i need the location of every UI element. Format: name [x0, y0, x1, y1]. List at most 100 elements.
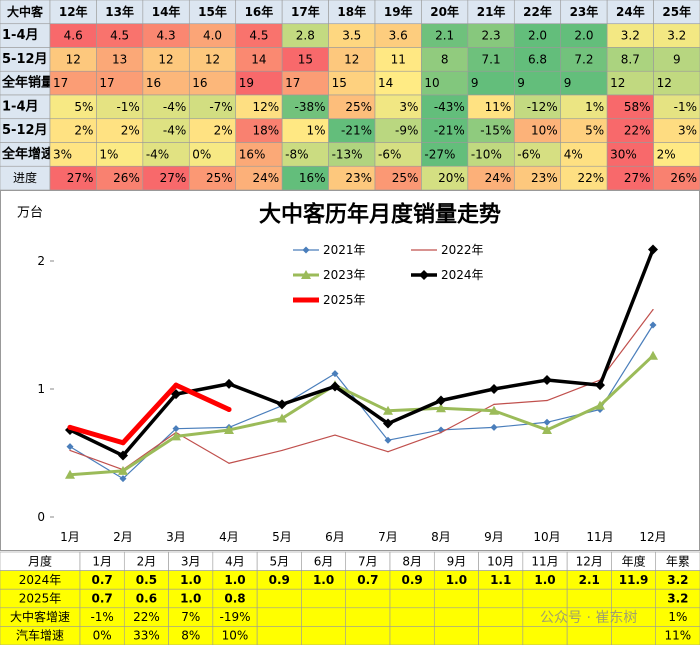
cell-text: 1.1 — [490, 573, 511, 587]
cell-text: 14 — [378, 76, 393, 90]
cell — [345, 588, 391, 609]
cell-text: 8.7 — [621, 52, 640, 66]
vertex — [493, 403, 495, 405]
y-axis-label: 万台 — [17, 206, 43, 221]
header-text: 22年 — [523, 4, 552, 19]
header-text: 9月 — [447, 554, 467, 568]
cell-text: 25% — [392, 171, 419, 185]
cell-text: 2.8 — [296, 29, 315, 43]
row-label: 进度 — [13, 170, 37, 185]
cell-text: 11.9 — [619, 573, 649, 587]
cell-text: 22% — [133, 610, 160, 624]
marker — [330, 381, 340, 392]
marker — [489, 384, 499, 394]
row-label: 5-12月 — [2, 52, 48, 67]
y-tick-label: 1 — [37, 382, 45, 396]
marker — [489, 405, 499, 415]
header-text: 5月 — [269, 554, 289, 568]
cell-text: -21% — [341, 124, 372, 138]
cell-text: 30% — [610, 147, 637, 161]
header-text: 25年 — [662, 4, 691, 19]
vertex — [281, 449, 283, 452]
x-tick-label: 1月 — [60, 530, 80, 544]
marker — [490, 423, 498, 431]
vertex — [173, 382, 179, 388]
x-tick-label: 7月 — [378, 530, 398, 544]
row-label: 1-4月 — [2, 28, 39, 43]
vertex — [228, 462, 230, 464]
cell-text: 16 — [192, 76, 207, 90]
cell — [655, 626, 700, 645]
cell-text: 24% — [252, 171, 279, 185]
cell — [301, 607, 347, 627]
cell-text: 14 — [251, 52, 266, 66]
cell-text: 12 — [610, 76, 625, 90]
cell-text: -6% — [378, 147, 401, 161]
cell-text: -9% — [395, 124, 418, 138]
cell-text: 0.5 — [136, 573, 157, 587]
cell-text: 27% — [624, 171, 651, 185]
cell — [478, 607, 524, 627]
cell — [256, 626, 302, 645]
cell-text: 3.2 — [667, 29, 686, 43]
cell-text: 26% — [113, 171, 140, 185]
header-text: 17年 — [291, 4, 320, 19]
header-text: 月度 — [28, 553, 52, 568]
cell-text: 4.0 — [203, 29, 222, 43]
cell-text: 9 — [673, 52, 681, 66]
header-text: 4月 — [225, 554, 245, 568]
vertex — [67, 424, 73, 430]
cell-text: -4% — [163, 124, 186, 138]
cell-text: 0.8 — [224, 592, 245, 606]
cell — [433, 626, 479, 645]
cell-text: 0.9 — [269, 573, 290, 587]
marker — [595, 380, 605, 391]
cell-text: 12% — [252, 100, 279, 114]
cell-text: 3% — [399, 100, 418, 114]
cell-text: 11 — [391, 52, 406, 66]
cell-text: 2% — [657, 147, 676, 161]
cell — [389, 588, 435, 609]
cell-text: -1% — [674, 100, 697, 114]
marker — [648, 350, 658, 360]
header-text: 13年 — [105, 4, 134, 19]
cell — [433, 607, 479, 627]
cell-text: 10 — [424, 76, 439, 90]
vertex — [440, 431, 442, 434]
cell-text: 9 — [517, 76, 525, 90]
cell — [611, 626, 657, 645]
vertex — [120, 440, 126, 446]
cell — [478, 588, 524, 609]
marker — [436, 395, 446, 406]
marker — [118, 450, 128, 461]
cell-text: 22% — [624, 124, 651, 138]
series-line — [68, 354, 655, 477]
cell-text: 15 — [332, 76, 347, 90]
cell-text: 1% — [99, 147, 118, 161]
cell-text: 1% — [307, 124, 326, 138]
cell-text: 2% — [214, 124, 233, 138]
header-text: 6月 — [314, 554, 334, 568]
cell-text: 0.9 — [402, 573, 423, 587]
cell — [256, 607, 302, 627]
cell-text: 6.8 — [528, 52, 547, 66]
cell-text: 17 — [285, 76, 300, 90]
cell — [522, 626, 568, 645]
cell-text: 9 — [471, 76, 479, 90]
row-label: 全年增速 — [1, 146, 54, 162]
cell-text: 12 — [344, 52, 359, 66]
series-line — [67, 382, 232, 446]
cell-text: 8 — [441, 52, 449, 66]
header-text: 24年 — [616, 4, 645, 19]
cell-text: 4.5 — [110, 29, 129, 43]
cell-text: 16% — [299, 171, 326, 185]
cell-text: 27% — [160, 171, 187, 185]
series-line — [69, 309, 654, 471]
vertex — [226, 406, 232, 412]
header-text: 15年 — [198, 4, 227, 19]
cell-text: 1.0 — [180, 592, 201, 606]
cell-text: 2.1 — [579, 573, 600, 587]
cell-text: 3% — [53, 147, 72, 161]
cell-text: 5% — [585, 124, 604, 138]
cell-text: 4.6 — [64, 29, 83, 43]
